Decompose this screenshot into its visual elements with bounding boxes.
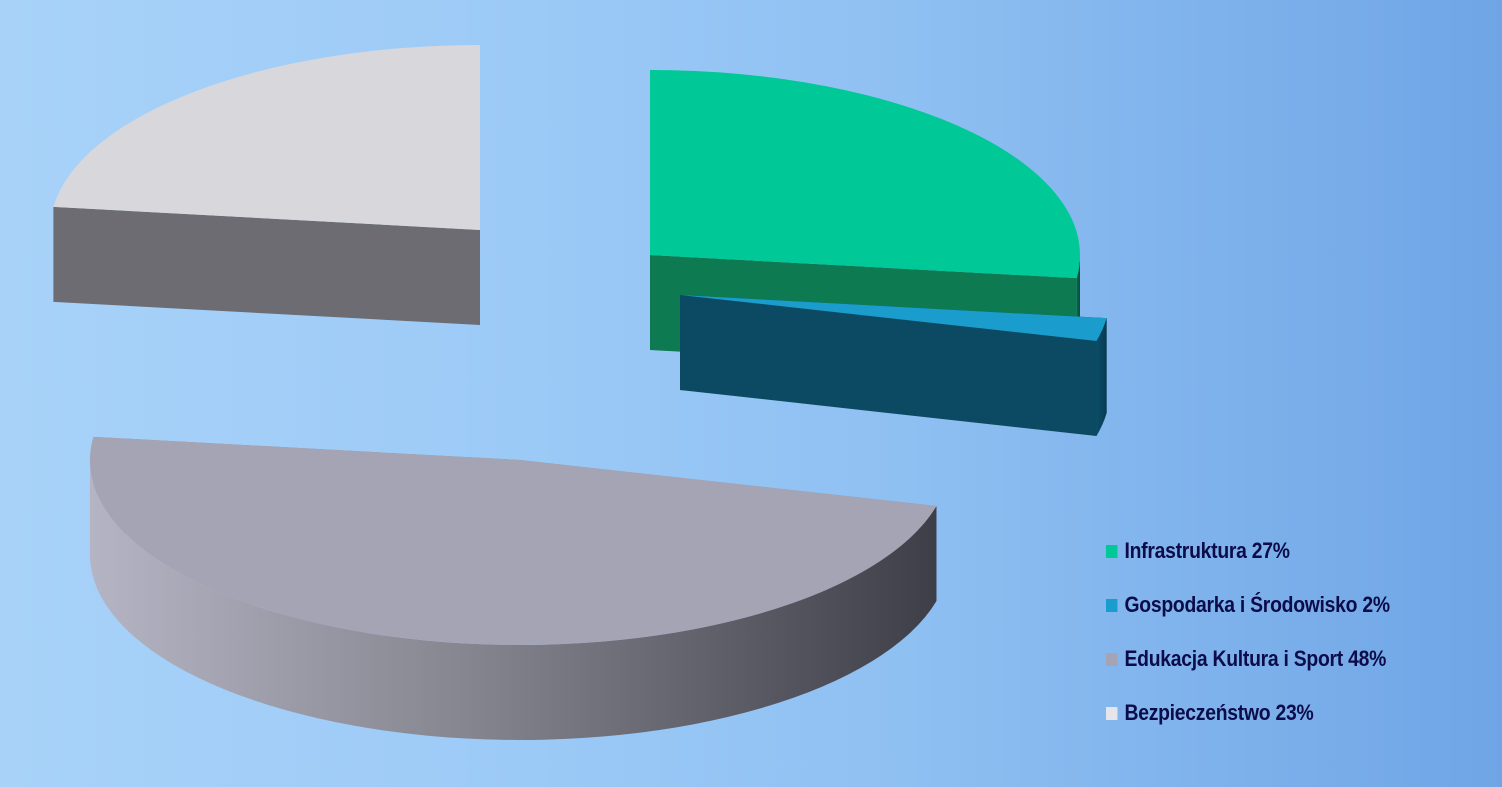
legend-label-infrastruktura: Infrastruktura 27% [1124, 538, 1290, 563]
legend-item-bezpieczenstwo: Bezpieczeństwo 23% [1106, 686, 1454, 740]
legend-swatch-gospodarka [1106, 598, 1118, 612]
pie-slice-bezpieczenstwo-cut-face-1 [53, 206, 480, 325]
pie-slice-bezpieczenstwo-top [53, 45, 480, 230]
pie-slice-gospodarka-side-wall [1096, 318, 1107, 437]
legend-swatch-edukacja [1106, 652, 1118, 666]
pie-slice-gospodarka-cut-face-2 [680, 295, 1097, 437]
legend-item-gospodarka: Gospodarka i Środowisko 2% [1106, 578, 1454, 632]
legend-label-bezpieczenstwo: Bezpieczeństwo 23% [1124, 700, 1314, 725]
pie-slice-edukacja-top [89, 436, 937, 646]
legend-swatch-infrastruktura [1106, 544, 1118, 558]
pie-slice-edukacja [89, 436, 937, 741]
legend-label-gospodarka: Gospodarka i Środowisko 2% [1124, 592, 1390, 617]
legend-item-edukacja: Edukacja Kultura i Sport 48% [1106, 632, 1454, 686]
legend-swatch-bezpieczenstwo [1106, 706, 1118, 720]
pie-slice-edukacja-side-wall [90, 460, 937, 741]
pie-slice-gospodarka-top [680, 295, 1107, 342]
pie-slice-gospodarka [680, 295, 1107, 437]
chart-legend: Infrastruktura 27% Gospodarka i Środowis… [1106, 524, 1502, 740]
pie-slice-infrastruktura-top [650, 70, 1081, 279]
pie-slice-bezpieczenstwo [53, 45, 480, 325]
legend-item-infrastruktura: Infrastruktura 27% [1106, 524, 1454, 578]
legend-label-edukacja: Edukacja Kultura i Sport 48% [1124, 646, 1387, 671]
